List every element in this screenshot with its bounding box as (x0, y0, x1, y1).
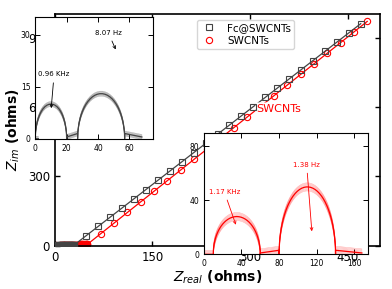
Text: SWCNTs: SWCNTs (257, 103, 301, 114)
Fc@SWCNTs (275, 86, 279, 90)
Fc@SWCNTs (215, 132, 220, 136)
SWCNTs (365, 20, 370, 23)
SWCNTs (72, 243, 76, 247)
Fc@SWCNTs (180, 160, 184, 164)
SWCNTs (63, 244, 68, 247)
Line: SWCNTs: SWCNTs (53, 18, 370, 249)
SWCNTs (75, 243, 80, 247)
Fc@SWCNTs (53, 244, 58, 247)
Line: Fc@SWCNTs: Fc@SWCNTs (53, 21, 363, 249)
Y-axis label: $Z_{im}$ (ohms): $Z_{im}$ (ohms) (5, 89, 22, 171)
X-axis label: $Z_{real}$ (ohms): $Z_{real}$ (ohms) (173, 269, 262, 286)
Fc@SWCNTs (55, 244, 60, 247)
Fc@SWCNTs (56, 244, 61, 247)
SWCNTs (61, 244, 65, 247)
SWCNTs (66, 243, 71, 247)
Text: 0.96 KHz: 0.96 KHz (38, 71, 70, 107)
SWCNTs (54, 244, 59, 247)
Fc@SWCNTs (156, 179, 160, 182)
Fc@SWCNTs (191, 151, 196, 154)
SWCNTs (165, 179, 170, 182)
Legend: Fc@SWCNTs, SWCNTs: Fc@SWCNTs, SWCNTs (197, 20, 294, 49)
Fc@SWCNTs (358, 22, 363, 25)
Text: 1.38 Hz: 1.38 Hz (293, 162, 320, 230)
SWCNTs (53, 244, 58, 247)
Text: 8.07 Hz: 8.07 Hz (95, 30, 122, 49)
Text: 1.17 KHz: 1.17 KHz (209, 189, 240, 224)
